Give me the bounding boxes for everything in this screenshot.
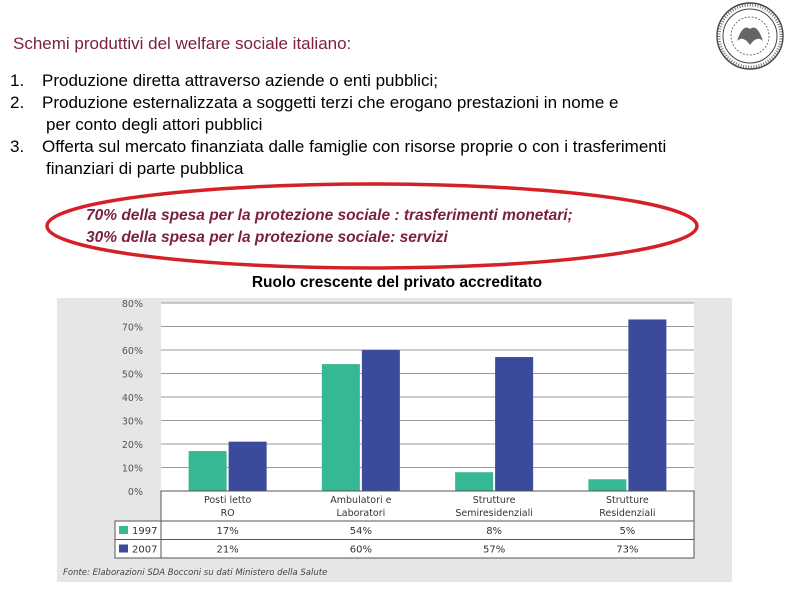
y-tick-label: 10% <box>122 464 143 475</box>
list-item-number: 2. <box>10 93 25 112</box>
bar-2007-4 <box>628 319 667 491</box>
chart-subtitle: Ruolo crescente del privato accreditato <box>251 274 543 291</box>
bar-chart-svg: 0% 10% 20% 30% 40% 50% 60% 70% 80% Posti letto RO A… <box>57 298 732 582</box>
category-label: Residenziali <box>599 508 655 519</box>
bar-2007-3 <box>495 357 534 491</box>
bar-1997-4 <box>588 479 627 491</box>
category-label: Strutture <box>606 495 649 506</box>
category-label: Semiresidenziali <box>455 508 533 519</box>
data-table <box>160 490 695 559</box>
list-item-text: Produzione diretta attraverso aziende o … <box>42 71 438 90</box>
data-label: 8% <box>486 526 502 537</box>
highlight-line-services: 30% della spesa per la protezione social… <box>86 229 448 246</box>
data-label: 57% <box>483 545 505 556</box>
list-item-text: Offerta sul mercato finanziata dalle fam… <box>42 137 667 156</box>
data-label: 60% <box>350 545 372 556</box>
chart-source-note: Fonte: Elaborazioni SDA Bocconi su dati … <box>63 568 327 578</box>
bar-1997-2 <box>321 364 360 491</box>
bar-chart: 0% 10% 20% 30% 40% 50% 60% 70% 80% Posti letto RO A… <box>57 298 732 587</box>
category-label: Strutture <box>473 495 516 506</box>
data-label: 73% <box>616 545 638 556</box>
legend-label: 2007 <box>132 545 157 556</box>
list-item-number: 3. <box>10 137 25 156</box>
data-label: 21% <box>217 545 239 556</box>
bar-1997-1 <box>188 451 227 491</box>
category-label: Ambulatori e <box>330 495 391 506</box>
y-tick-label: 80% <box>122 299 143 310</box>
list-item: 3. Offerta sul mercato finanziata dalle f… <box>10 136 666 158</box>
y-tick-label: 50% <box>122 370 143 381</box>
data-label: 17% <box>217 526 239 537</box>
production-schemes-list: 1. Produzione diretta attraverso aziende … <box>10 70 666 180</box>
y-tick-label: 20% <box>122 440 143 451</box>
list-item-continuation: per conto degli attori pubblici <box>46 115 263 134</box>
list-item-continuation: finanziari di parte pubblica <box>46 159 244 178</box>
y-tick-label: 60% <box>122 346 143 357</box>
list-item-number: 1. <box>10 71 25 90</box>
highlight-line-transfers: 70% della spesa per la protezione social… <box>86 207 573 224</box>
bar-2007-2 <box>361 350 400 491</box>
bar-2007-1 <box>228 441 267 491</box>
y-tick-label: 40% <box>122 393 143 404</box>
category-label: Laboratori <box>336 508 385 519</box>
list-item: 1. Produzione diretta attraverso aziende … <box>10 70 666 92</box>
data-label: 5% <box>619 526 635 537</box>
category-label: RO <box>221 508 235 519</box>
category-label: Posti letto <box>204 495 251 506</box>
list-item: 2. Produzione esternalizzata a soggetti t… <box>10 92 666 114</box>
legend-label: 1997 <box>132 526 157 537</box>
spending-highlight: 70% della spesa per la protezione social… <box>86 205 573 249</box>
bar-1997-3 <box>455 472 494 491</box>
y-tick-label: 30% <box>122 417 143 428</box>
university-seal-icon <box>716 2 784 70</box>
y-tick-label: 0% <box>128 487 143 498</box>
list-item-text: Produzione esternalizzata a soggetti ter… <box>42 93 619 112</box>
legend-swatch-2007 <box>119 544 128 553</box>
legend-swatch-1997 <box>119 526 128 534</box>
data-label: 54% <box>350 526 372 537</box>
slide-title: Schemi produttivi del welfare sociale it… <box>13 34 352 53</box>
y-tick-label: 70% <box>122 323 143 334</box>
